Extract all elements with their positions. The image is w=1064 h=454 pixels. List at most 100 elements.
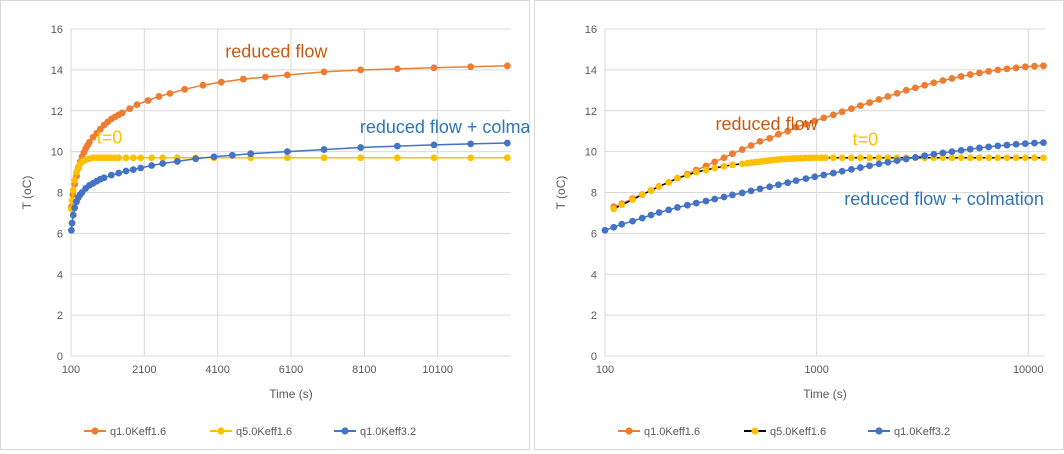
data-point [939, 77, 947, 84]
data-point [966, 71, 974, 78]
data-point [866, 162, 874, 170]
data-point [73, 168, 80, 176]
legend-item: q5.0Keff1.6 [210, 426, 292, 438]
data-point [665, 178, 673, 186]
data-point [729, 191, 736, 199]
y-tick-label: 2 [57, 310, 63, 322]
data-point [893, 157, 901, 165]
data-point [629, 217, 636, 225]
data-point [638, 214, 646, 222]
data-point [115, 154, 123, 162]
data-point [966, 154, 974, 162]
data-point [838, 154, 846, 162]
legend-marker [341, 427, 349, 435]
data-point [629, 196, 636, 204]
legend-marker [875, 427, 883, 435]
y-tick-label: 4 [57, 269, 63, 281]
data-point [1021, 63, 1029, 71]
data-point [683, 171, 691, 179]
data-point [618, 220, 626, 228]
annotation-label: reduced flow [225, 42, 328, 62]
data-point [711, 158, 719, 166]
data-point [148, 162, 156, 169]
data-point [155, 93, 163, 100]
data-point [994, 66, 1002, 74]
x-axis-title: Time (s) [803, 387, 847, 401]
legend-item: q1.0Keff1.6 [84, 426, 166, 438]
data-point [976, 69, 983, 77]
data-point [320, 68, 328, 76]
data-point [811, 173, 819, 181]
data-point [173, 158, 181, 165]
data-point [985, 67, 993, 75]
data-point [820, 114, 828, 122]
data-point [357, 144, 365, 151]
data-point [902, 86, 910, 94]
data-point [802, 120, 810, 128]
data-point [638, 191, 646, 198]
legend-item: q5.0Keff1.6 [744, 426, 826, 438]
data-point [1031, 62, 1038, 70]
data-point [1031, 139, 1038, 147]
data-point [729, 161, 736, 169]
data-point [884, 93, 892, 100]
legend-label: q1.0Keff1.6 [110, 426, 166, 438]
data-point [720, 193, 728, 201]
data-point [133, 101, 141, 109]
data-point [866, 99, 874, 106]
data-point [159, 160, 167, 167]
legend-marker [91, 427, 99, 435]
data-point [247, 150, 255, 158]
data-point [1021, 154, 1029, 162]
data-point [192, 155, 200, 163]
data-point [802, 175, 810, 183]
data-point [930, 150, 938, 158]
data-point [848, 105, 855, 113]
x-tick-label: 8100 [352, 364, 376, 376]
data-point [939, 149, 947, 157]
legend-label: q5.0Keff1.6 [770, 426, 826, 438]
y-tick-label: 14 [51, 65, 63, 77]
data-point [711, 195, 719, 203]
data-point [720, 162, 728, 170]
data-point [692, 199, 700, 207]
data-point [320, 154, 328, 162]
y-tick-label: 0 [57, 351, 63, 363]
x-tick-label: 2100 [132, 364, 156, 376]
data-point [775, 130, 782, 138]
data-point [320, 146, 328, 153]
legend-label: q5.0Keff1.6 [236, 426, 292, 438]
data-point [610, 205, 618, 213]
data-point [756, 185, 764, 193]
data-point [199, 81, 207, 89]
x-tick-label: 100 [62, 364, 80, 376]
y-tick-label: 16 [585, 24, 597, 36]
series-q1.0Keff3.2 [67, 139, 511, 234]
data-point [939, 154, 947, 162]
data-point [393, 142, 401, 150]
annotation-label: reduced flow + colmation [360, 117, 529, 137]
data-point [747, 142, 755, 149]
data-point [848, 154, 855, 162]
data-point [838, 108, 846, 116]
data-point [1031, 154, 1038, 162]
data-point [821, 154, 829, 162]
data-point [1003, 65, 1011, 73]
legend-item: q1.0Keff1.6 [618, 426, 700, 438]
data-point [503, 139, 511, 147]
data-point [902, 155, 910, 163]
data-point [1003, 141, 1011, 149]
data-point [430, 141, 438, 149]
data-point [711, 164, 719, 172]
data-point [69, 187, 77, 194]
data-point [875, 154, 883, 162]
data-point [856, 102, 864, 110]
data-point [239, 75, 247, 83]
data-point [976, 144, 983, 152]
data-point [674, 174, 681, 182]
data-point [122, 167, 130, 175]
data-point [618, 201, 626, 209]
x-tick-label: 6100 [279, 364, 303, 376]
data-point [69, 211, 77, 219]
